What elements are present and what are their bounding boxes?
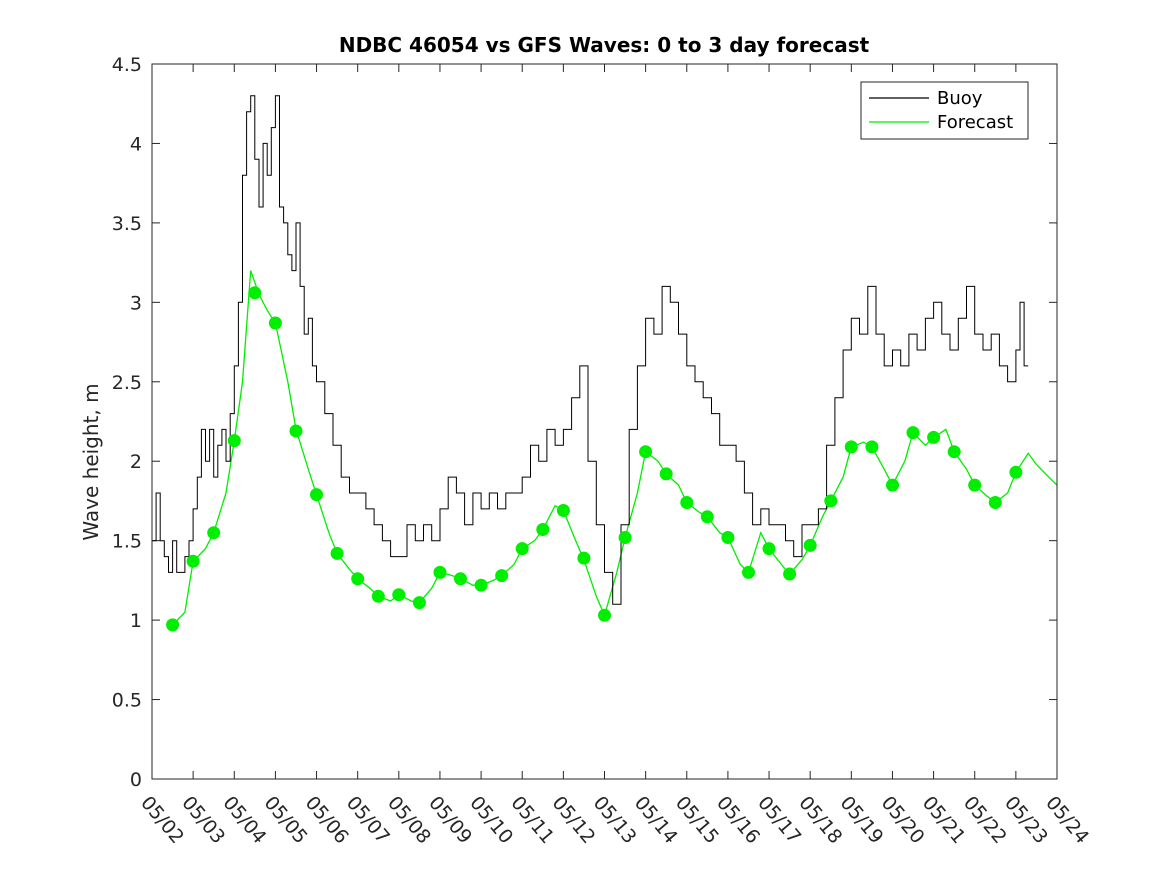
forecast-point: [721, 531, 735, 544]
forecast-line: [172, 270, 1057, 626]
y-tick-label: 1: [130, 610, 142, 632]
forecast-point: [186, 554, 200, 568]
y-tick-label: 1.5: [112, 531, 142, 553]
y-tick-label: 0.5: [112, 690, 142, 712]
y-tick-label: 3: [130, 292, 142, 314]
forecast-point: [927, 430, 941, 444]
forecast-point: [824, 494, 838, 508]
forecast-point: [865, 440, 879, 454]
forecast-point: [433, 565, 447, 579]
forecast-point: [762, 542, 776, 556]
y-tick-label: 4: [130, 133, 142, 155]
forecast-point: [454, 572, 467, 586]
forecast-point: [371, 589, 385, 603]
legend-label-forecast: Forecast: [937, 112, 1013, 133]
forecast-point: [577, 551, 591, 565]
forecast-point: [742, 565, 755, 579]
y-tick-label: 2.5: [112, 372, 142, 394]
forecast-point: [227, 434, 241, 448]
forecast-point: [207, 526, 221, 540]
forecast-point: [310, 488, 323, 502]
forecast-point: [495, 569, 509, 583]
data-layer: [152, 95, 1057, 632]
forecast-point: [1009, 465, 1023, 479]
forecast-point: [886, 478, 899, 492]
forecast-point: [906, 426, 920, 440]
forecast-point: [700, 510, 714, 524]
legend-box: [860, 81, 1029, 140]
y-axis-label: Wave height, m: [79, 383, 103, 540]
forecast-point: [680, 496, 694, 509]
buoy-line: [152, 95, 1029, 605]
forecast-point: [474, 578, 488, 592]
forecast-point: [947, 445, 961, 459]
chart-title: NDBC 46054 vs GFS Waves: 0 to 3 day fore…: [339, 33, 870, 57]
forecast-point: [392, 588, 406, 602]
y-tick-label: 4.5: [112, 54, 142, 76]
forecast-point: [412, 596, 426, 610]
forecast-point: [659, 467, 673, 481]
forecast-point: [166, 618, 180, 632]
forecast-point: [988, 496, 1002, 509]
y-tick-label: 2: [130, 451, 142, 473]
forecast-point: [803, 538, 817, 552]
forecast-point: [556, 504, 570, 517]
forecast-point: [618, 531, 632, 544]
forecast-point: [536, 523, 550, 536]
forecast-point: [248, 286, 262, 300]
forecast-point: [330, 546, 344, 560]
forecast-point: [515, 542, 529, 556]
plot-area: [152, 64, 1057, 779]
forecast-point: [598, 608, 611, 622]
y-tick-label: 0: [130, 769, 142, 791]
forecast-point: [268, 316, 282, 330]
forecast-point: [351, 572, 365, 586]
legend-label-buoy: Buoy: [937, 88, 983, 109]
y-tick-label: 3.5: [112, 213, 142, 235]
forecast-point: [968, 478, 982, 492]
forecast-point: [639, 445, 653, 459]
forecast-point: [783, 567, 797, 581]
axes-box: [151, 63, 1058, 780]
forecast-point: [289, 424, 303, 438]
forecast-point: [844, 440, 858, 454]
